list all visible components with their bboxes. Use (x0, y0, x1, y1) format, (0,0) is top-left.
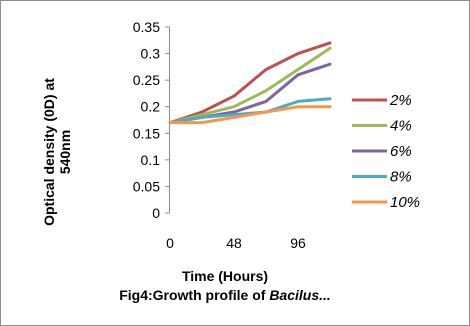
caption-prefix: Fig4:Growth profile of (119, 287, 269, 303)
figure-caption: Fig4:Growth profile of Bacilus... (119, 287, 331, 303)
series-line-4 (168, 97, 332, 125)
y-tick-label: 0.3 (141, 46, 161, 62)
series-line-1 (168, 41, 332, 125)
caption-italic: Bacilus... (269, 287, 330, 303)
y-tick-label: 0.2 (141, 99, 161, 115)
legend-label-3: 6% (390, 143, 412, 160)
y-tick-label: 0.25 (133, 72, 160, 88)
y-tick-label: 0.15 (133, 125, 160, 141)
series-line-2 (168, 46, 332, 125)
x-tick-label: 48 (226, 235, 242, 251)
legend-label-2: 4% (390, 118, 412, 135)
legend-label-1: 2% (389, 92, 412, 109)
x-tick-label: 0 (166, 235, 174, 251)
legend-label-4: 8% (390, 169, 412, 186)
legend: 2% 4% 6% 8% 10% (352, 92, 420, 211)
y-tick-label: 0.05 (133, 178, 160, 194)
x-axis-label: Time (Hours) (182, 268, 268, 284)
legend-label-5: 10% (390, 194, 420, 211)
y-tick-label: 0.1 (141, 152, 161, 168)
y-axis-label-line1: Optical density (0D) at (41, 78, 57, 226)
x-tick-label: 96 (290, 235, 306, 251)
series-line-5 (168, 105, 332, 125)
y-tick-label: 0.35 (133, 19, 160, 35)
y-tick-label: 0 (152, 205, 160, 221)
y-axis-label-line2: 540nm (57, 130, 73, 174)
plot-area: 0 0.05 0.1 0.15 0.2 0.25 0.3 0.35 0 48 96 (133, 19, 332, 251)
